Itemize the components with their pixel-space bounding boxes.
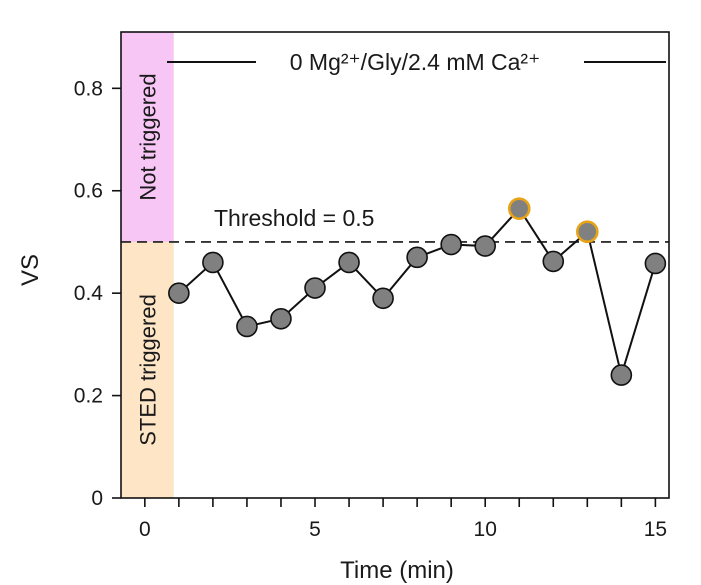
y-tick-label-0.8: 0.8 [74, 77, 103, 100]
y-tick-label-0.6: 0.6 [74, 180, 103, 203]
data-point-10 [474, 235, 496, 257]
x-tick-label-0: 0 [139, 518, 151, 541]
x-tick-label-5: 5 [309, 518, 321, 541]
y-tick-label-0.4: 0.4 [74, 282, 104, 305]
data-point-8 [406, 246, 428, 269]
x-tick-label-10: 10 [474, 518, 497, 541]
data-point-9 [440, 233, 462, 256]
data-point-2 [202, 251, 224, 274]
data-point-14 [610, 364, 633, 386]
data-point-7 [372, 287, 394, 310]
condition-label: 0 Mg²⁺/Gly/2.4 mM Ca²⁺ [290, 49, 540, 75]
band-label-sted-triggered: STED triggered [135, 294, 160, 446]
plot-frame [120, 31, 670, 499]
data-point-4 [270, 307, 292, 330]
y-axis-title: VS [17, 254, 44, 286]
band-not-triggered [121, 32, 174, 242]
threshold-label: Threshold = 0.5 [214, 205, 374, 231]
y-tick-label-0: 0 [91, 487, 103, 510]
y-tick-label-0.2: 0.2 [74, 385, 103, 408]
x-tick-label-15: 15 [644, 518, 667, 541]
data-point-6 [338, 251, 360, 274]
data-point-13 [576, 220, 599, 244]
data-point-12 [542, 250, 565, 273]
x-axis-title: Time (min) [340, 557, 454, 584]
band-sted-triggered [121, 241, 174, 498]
data-point-5 [304, 277, 326, 299]
data-point-1 [168, 282, 190, 304]
data-point-11 [507, 197, 531, 220]
data-point-3 [236, 315, 258, 338]
band-label-not-triggered: Not triggered [135, 73, 160, 200]
data-point-15 [644, 252, 667, 275]
